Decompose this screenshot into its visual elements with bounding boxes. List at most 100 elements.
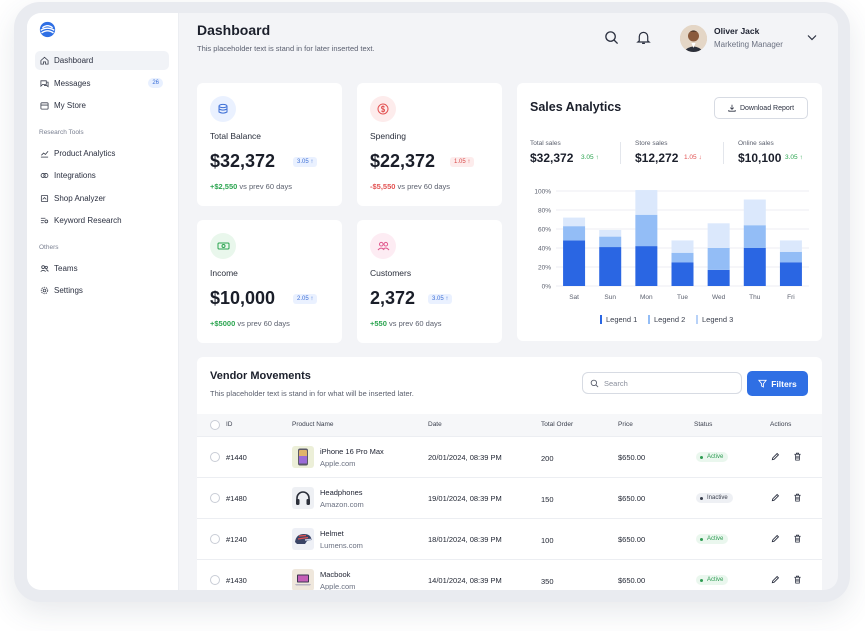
row-checkbox[interactable] <box>210 452 220 462</box>
column-header-total-order[interactable]: Total Order <box>541 421 574 428</box>
status-badge: Active <box>696 534 729 544</box>
x-tick-label: Mon <box>640 294 653 301</box>
edit-icon[interactable] <box>771 452 780 461</box>
trash-icon[interactable] <box>793 452 802 461</box>
product-name: Headphones <box>320 488 363 497</box>
row-price: $650.00 <box>618 535 646 544</box>
table-row[interactable]: #1430 Macbook Apple.com 14/01/2024, 08:3… <box>197 559 822 590</box>
bar-wed-series-2 <box>707 248 730 270</box>
kpi-value: $10,100 <box>738 151 782 165</box>
table-row[interactable]: #1440 iPhone 16 Pro Max Apple.com 20/01/… <box>197 436 822 477</box>
home-icon <box>40 56 49 65</box>
sales-analytics-card: Sales Analytics Download Report Total sa… <box>517 83 822 341</box>
bar-sat-series-2 <box>563 226 586 241</box>
sidebar-item-product-analytics[interactable]: Product Analytics <box>35 144 169 163</box>
column-header-price[interactable]: Price <box>618 421 633 428</box>
x-tick-label: Sat <box>569 294 579 301</box>
bell-icon[interactable] <box>636 30 651 45</box>
column-header-product[interactable]: Product Name <box>292 421 334 428</box>
nav-section-others: Others <box>39 244 59 251</box>
table-row[interactable]: #1240 Helmet Lumens.com 18/01/2024, 08:3… <box>197 518 822 559</box>
bar-wed-series-3 <box>707 223 730 248</box>
search-input[interactable]: Search <box>582 372 742 394</box>
sidebar-item-label: Messages <box>54 79 91 88</box>
status-dot <box>700 455 703 459</box>
row-date: 19/01/2024, 08:39 PM <box>428 494 502 503</box>
y-tick-label: 60% <box>538 227 551 234</box>
kpi-divider <box>723 142 724 164</box>
bar-wed-series-1 <box>707 269 730 286</box>
sidebar: Dashboard Messages 26 My Store Research … <box>27 13 179 590</box>
product-name: iPhone 16 Pro Max <box>320 447 384 456</box>
user-name: Oliver Jack <box>714 26 760 36</box>
headphones-icon <box>292 487 314 509</box>
column-header-status[interactable]: Status <box>694 421 713 428</box>
search-icon[interactable] <box>604 30 619 45</box>
page-subtitle: This placeholder text is stand in for la… <box>197 44 375 53</box>
bar-mon-series-1 <box>635 246 658 286</box>
kpi-label: Online sales <box>738 140 774 147</box>
vendor-subtitle: This placeholder text is stand in for wh… <box>210 389 414 398</box>
column-header-id[interactable]: ID <box>226 421 233 428</box>
row-date: 20/01/2024, 08:39 PM <box>428 453 502 462</box>
stat-footer: +$5000 vs prev 60 days <box>210 319 290 328</box>
sidebar-item-label: Keyword Research <box>54 216 122 225</box>
legend-label: Legend 1 <box>606 315 638 324</box>
sidebar-item-dashboard[interactable]: Dashboard <box>35 51 169 70</box>
table-row[interactable]: #1480 Headphones Amazon.com 19/01/2024, … <box>197 477 822 518</box>
stat-footer: +550 vs prev 60 days <box>370 319 442 328</box>
legend-swatch <box>600 315 602 324</box>
row-checkbox[interactable] <box>210 534 220 544</box>
edit-icon[interactable] <box>771 534 780 543</box>
filters-button[interactable]: Filters <box>747 371 808 396</box>
stat-value: $10,000 <box>210 288 276 308</box>
y-tick-label: 100% <box>534 189 551 196</box>
stat-suffix: vs prev 60 days <box>237 319 290 328</box>
filter-icon <box>758 379 768 388</box>
stat-pill: 3.05 ↑ <box>293 157 318 167</box>
trash-icon[interactable] <box>793 534 802 543</box>
sidebar-item-keyword-research[interactable]: Keyword Research <box>35 211 169 230</box>
bar-sun-series-2 <box>599 236 622 248</box>
download-report-button[interactable]: Download Report <box>714 97 808 119</box>
edit-icon[interactable] <box>771 575 780 584</box>
bar-fri-series-3 <box>779 240 802 252</box>
download-report-label: Download Report <box>739 104 795 112</box>
row-date: 18/01/2024, 08:39 PM <box>428 535 502 544</box>
bar-sun-series-3 <box>599 229 622 237</box>
sidebar-item-my-store[interactable]: My Store <box>35 96 169 115</box>
app-screen: Dashboard Messages 26 My Store Research … <box>27 13 838 590</box>
sidebar-item-messages[interactable]: Messages 26 <box>35 74 169 93</box>
stat-footer: +$2,550 vs prev 60 days <box>210 182 292 191</box>
trash-icon[interactable] <box>793 575 802 584</box>
phone-icon <box>292 446 314 468</box>
chevron-down-icon[interactable] <box>807 34 817 41</box>
status-dot <box>700 496 703 500</box>
y-tick-label: 80% <box>538 208 551 215</box>
select-all-checkbox[interactable] <box>210 420 220 430</box>
sidebar-item-integrations[interactable]: Integrations <box>35 166 169 185</box>
messages-badge: 26 <box>148 78 163 88</box>
database-icon <box>210 96 236 122</box>
legend-item-2: Legend 2 <box>648 315 685 324</box>
column-header-date[interactable]: Date <box>428 421 442 428</box>
sidebar-item-teams[interactable]: Teams <box>35 259 169 278</box>
row-checkbox[interactable] <box>210 575 220 585</box>
legend-label: Legend 2 <box>654 315 686 324</box>
edit-icon[interactable] <box>771 493 780 502</box>
status-label: Active <box>707 536 724 542</box>
bar-sat-series-3 <box>563 217 586 227</box>
stat-delta: +550 <box>370 319 387 328</box>
bar-tue-series-3 <box>671 240 694 253</box>
kpi-label: Total sales <box>530 140 561 147</box>
sidebar-item-settings[interactable]: Settings <box>35 281 169 300</box>
avatar[interactable] <box>680 25 707 52</box>
trash-icon[interactable] <box>793 493 802 502</box>
sidebar-item-shop-analyzer[interactable]: Shop Analyzer <box>35 189 169 208</box>
x-tick-label: Wed <box>712 294 726 301</box>
sidebar-item-label: My Store <box>54 101 87 110</box>
stat-label: Total Balance <box>210 131 262 141</box>
row-checkbox[interactable] <box>210 493 220 503</box>
kpi-value: $32,372 <box>530 151 574 165</box>
row-id: #1240 <box>226 535 247 544</box>
